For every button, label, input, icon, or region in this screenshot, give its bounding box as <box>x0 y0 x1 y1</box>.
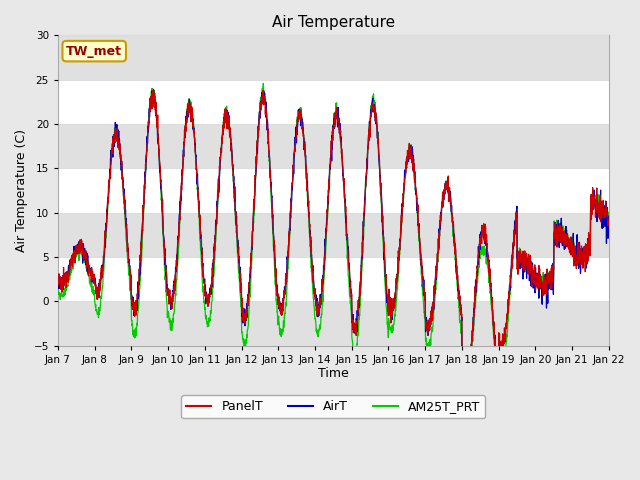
Bar <box>58 124 609 168</box>
Bar <box>58 213 609 257</box>
Bar <box>58 36 609 80</box>
Title: Air Temperature: Air Temperature <box>272 15 395 30</box>
X-axis label: Time: Time <box>318 367 349 381</box>
Bar <box>58 301 609 346</box>
Text: TW_met: TW_met <box>66 45 122 58</box>
Legend: PanelT, AirT, AM25T_PRT: PanelT, AirT, AM25T_PRT <box>182 396 485 418</box>
Y-axis label: Air Temperature (C): Air Temperature (C) <box>15 129 28 252</box>
